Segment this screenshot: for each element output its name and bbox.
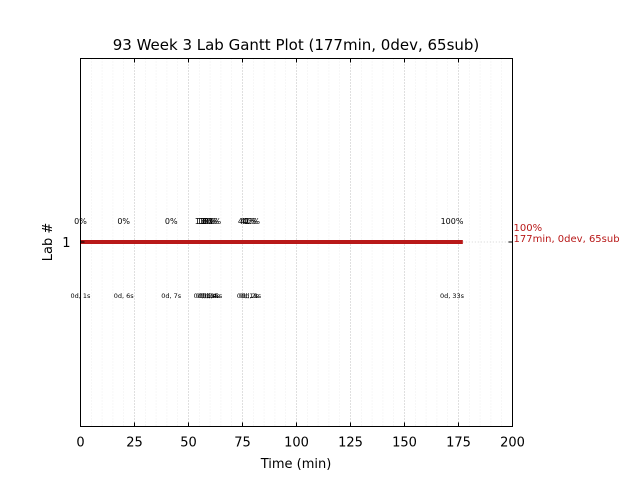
milestone-time-label: 0d, 6s [114,292,135,300]
y-axis-label: Lab # [41,223,56,262]
x-tick-label: 25 [126,436,143,451]
milestone-time-label: 0d, 5s [202,292,223,300]
milestone-time-label: 0d, 3s [241,292,262,300]
milestone-time-label: 0d, 7s [161,292,182,300]
milestone-percent-label: 0% [117,217,130,226]
end-percent-annotation: 100% [514,223,543,234]
axes: 0 25 50 75 100 125 150 175 200 1 [62,58,525,451]
milestone-percent-label: 13% [195,217,213,226]
milestone-time-label: 0d, 1s [194,292,215,300]
milestone-percent-label: 20% [201,217,219,226]
x-axis-label: Time (min) [260,457,332,472]
milestone-time-label: 0d, 1s [237,292,258,300]
x-tick-label: 100 [284,436,309,451]
milestone-percent-label: 40% [238,217,256,226]
milestone-percent-label: 18% [199,217,217,226]
milestone-percent-label: 100% [441,217,464,226]
x-tick-label: 75 [234,436,251,451]
milestone-percent-label: 16% [197,217,215,226]
x-tick-label: 50 [180,436,197,451]
milestone-time-label: 0d, 2s [196,292,217,300]
milestone-percent-label: 21% [203,217,221,226]
x-tick-label: 0 [76,436,84,451]
milestone-time-label: 0d, 33s [440,292,465,300]
x-tick-label: 200 [500,436,525,451]
milestone-percent-label: 42% [242,217,260,226]
milestone-time-label: 0d, 3s [198,292,219,300]
milestone-percent-label: 41% [240,217,258,226]
y-tick-label: 1 [62,236,70,251]
x-tick-label: 175 [446,436,471,451]
x-tick-label: 150 [392,436,417,451]
end-summary-annotation: 177min, 0dev, 65sub [514,234,620,245]
milestone-percent-label: 0% [165,217,178,226]
x-tick-label: 125 [338,436,363,451]
chart-title: 93 Week 3 Lab Gantt Plot (177min, 0dev, … [113,36,480,54]
milestone-time-label: 0d, 4s [200,292,221,300]
milestone-time-label: 0d, 2s [239,292,260,300]
